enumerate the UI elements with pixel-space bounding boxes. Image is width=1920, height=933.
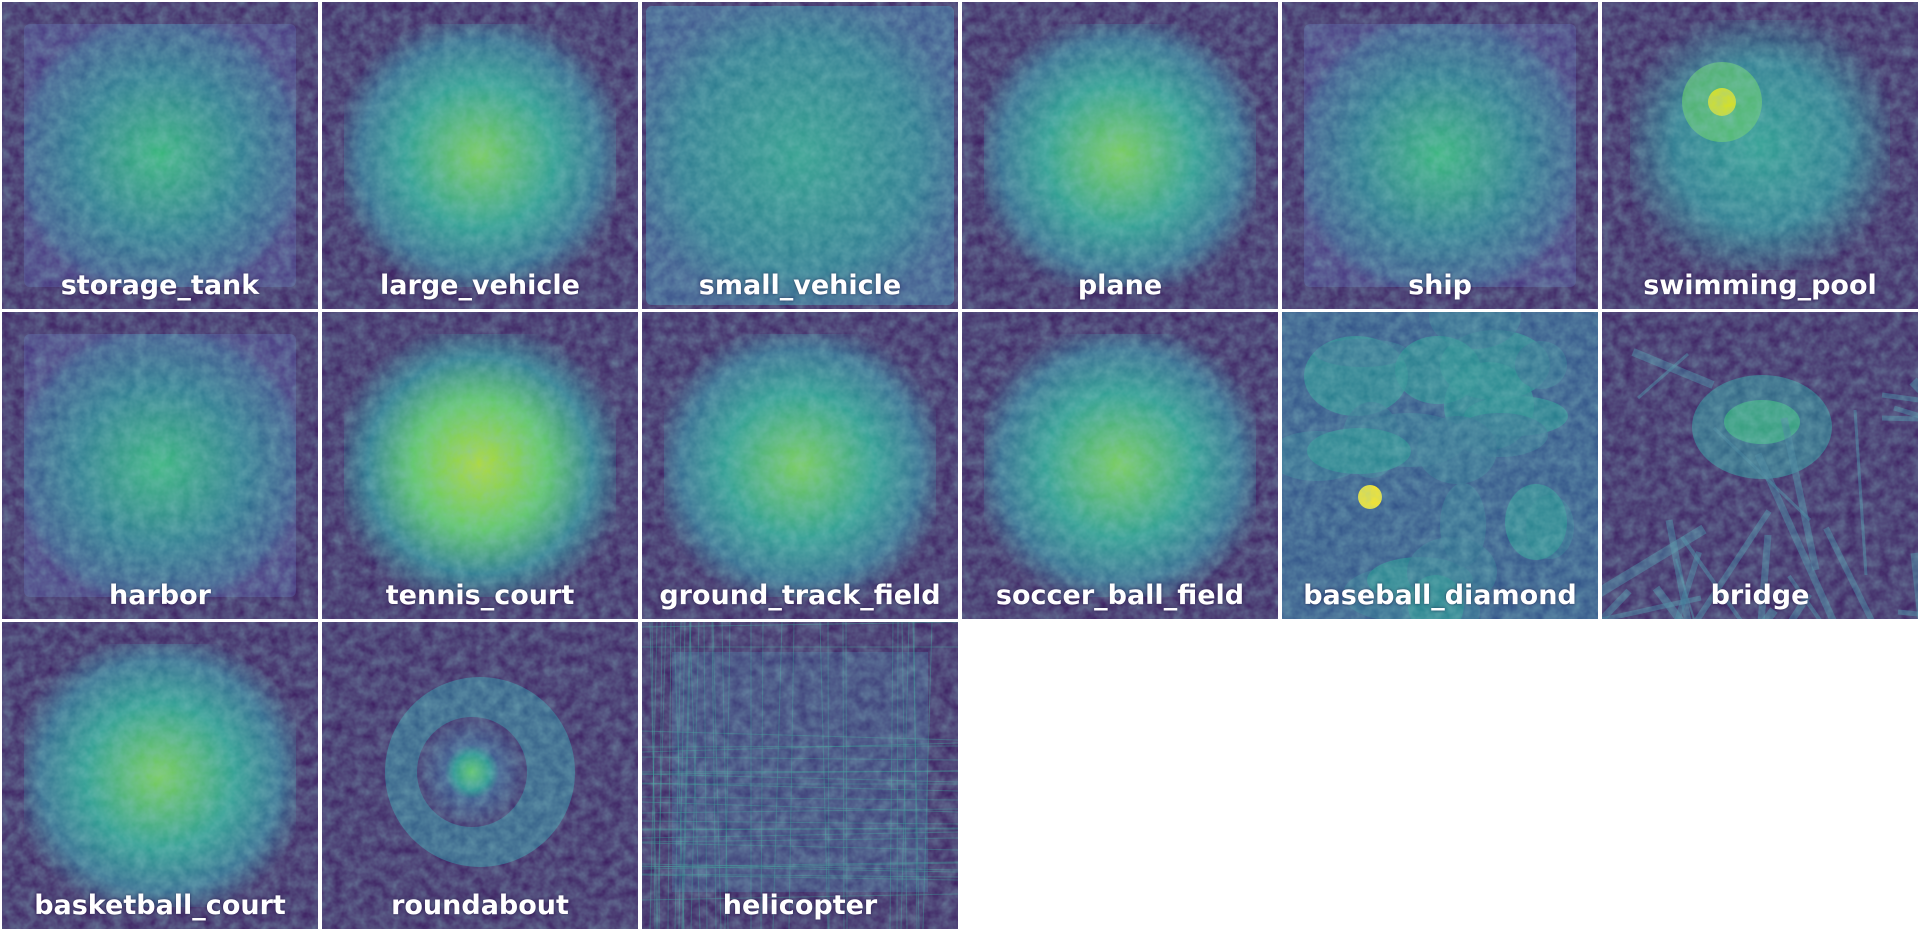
heatmap-tile-soccer-ball-field: soccer_ball_field	[962, 312, 1278, 619]
heatmap-image	[322, 622, 638, 929]
heatmap-image	[642, 622, 958, 929]
heatmap-image	[1602, 2, 1918, 309]
heatmap-image	[1282, 312, 1598, 619]
heatmap-image	[322, 2, 638, 309]
heatmap-tile-helicopter: helicopter	[642, 622, 958, 929]
heatmap-image	[642, 312, 958, 619]
heatmap-tile-baseball-diamond: baseball_diamond	[1282, 312, 1598, 619]
tile-label: storage_tank	[60, 270, 260, 301]
tile-label: helicopter	[722, 890, 878, 921]
heatmap-tile-small-vehicle: small_vehicle	[642, 2, 958, 309]
heatmap-tile-basketball-court: basketball_court	[2, 622, 318, 929]
heatmap-image	[1282, 2, 1598, 309]
heatmap-tile-ship: ship	[1282, 2, 1598, 309]
tile-label: harbor	[109, 580, 211, 611]
heatmap-image	[2, 312, 318, 619]
tile-label: roundabout	[391, 890, 569, 921]
heatmap-tile-tennis-court: tennis_court	[322, 312, 638, 619]
heatmap-tile-storage-tank: storage_tank	[2, 2, 318, 309]
tile-label: basketball_court	[34, 890, 286, 921]
tile-label: bridge	[1710, 580, 1810, 611]
heatmap-image	[962, 312, 1278, 619]
tile-label: baseball_diamond	[1303, 580, 1577, 611]
tile-label: tennis_court	[385, 580, 575, 611]
tile-label: ground_track_field	[659, 580, 941, 611]
heatmap-image	[962, 2, 1278, 309]
heatmap-tile-plane: plane	[962, 2, 1278, 309]
heatmap-tile-bridge: bridge	[1602, 312, 1918, 619]
tile-label: swimming_pool	[1643, 270, 1877, 301]
tile-label: small_vehicle	[698, 270, 902, 301]
heatmap-image	[322, 312, 638, 619]
heatmap-tile-ground-track-field: ground_track_field	[642, 312, 958, 619]
tile-label: ship	[1408, 270, 1472, 301]
heatmap-tile-harbor: harbor	[2, 312, 318, 619]
heatmap-tile-large-vehicle: large_vehicle	[322, 2, 638, 309]
heatmap-tile-swimming-pool: swimming_pool	[1602, 2, 1918, 309]
heatmap-image	[1602, 312, 1918, 619]
heatmap-tile-roundabout: roundabout	[322, 622, 638, 929]
tile-label: plane	[1077, 270, 1163, 301]
heatmap-image	[2, 622, 318, 929]
heatmap-image	[642, 2, 958, 309]
heatmap-image	[2, 2, 318, 309]
tile-label: large_vehicle	[380, 270, 580, 301]
tile-label: soccer_ball_field	[995, 580, 1245, 611]
